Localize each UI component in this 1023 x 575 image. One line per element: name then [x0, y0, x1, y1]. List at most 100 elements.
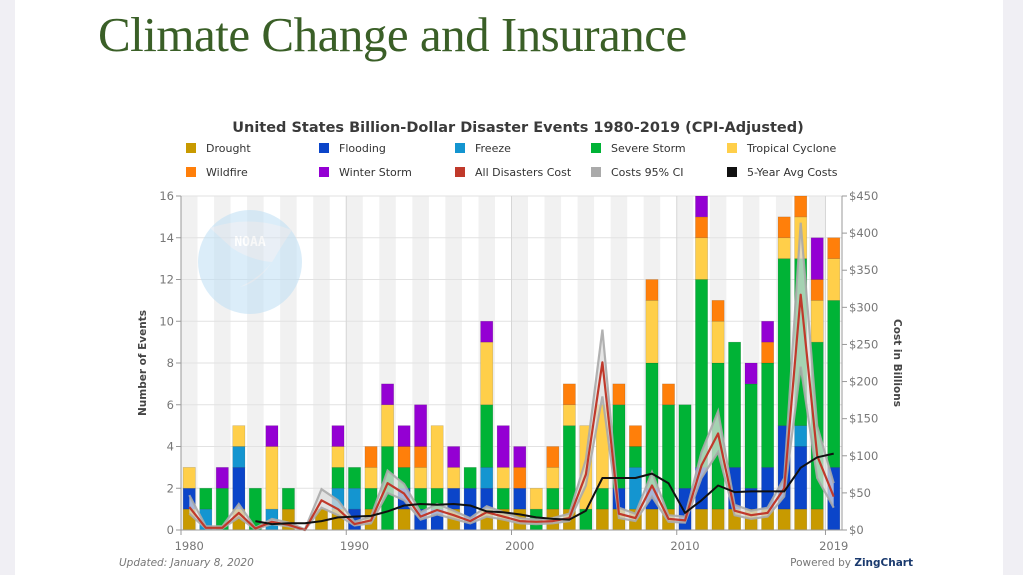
bar-freeze — [794, 425, 808, 447]
y2-tick-label: $450 — [849, 189, 878, 203]
bar-tropical-cyclone — [496, 467, 510, 489]
bar-winter-storm — [761, 320, 775, 343]
bar-tropical-cyclone — [827, 258, 841, 301]
bar-tropical-cyclone — [777, 237, 791, 259]
bar-stack-1999 — [496, 425, 510, 531]
y2-tick-label: $200 — [849, 375, 878, 389]
bar-drought — [695, 508, 708, 531]
bar-tropical-cyclone — [414, 467, 428, 489]
line-all-disasters-cost — [188, 293, 835, 532]
x-tick-label: 2019 — [819, 539, 848, 553]
bar-tropical-cyclone — [695, 237, 708, 280]
legend-swatch — [186, 167, 196, 177]
y-tick-label: 0 — [167, 523, 174, 537]
bar-stack-1991 — [364, 446, 378, 531]
bar-severe-storm — [281, 487, 295, 510]
bar-tropical-cyclone — [645, 300, 659, 364]
bar-winter-storm — [744, 362, 758, 385]
bar-severe-storm — [662, 404, 675, 510]
powered-by-label: Powered by — [790, 557, 854, 569]
zingchart-brand: ZingChart — [854, 557, 913, 569]
bar-severe-storm — [728, 341, 742, 468]
chart-title: United States Billion-Dollar Disaster Ev… — [232, 120, 804, 136]
y2-tick-label: $100 — [849, 449, 878, 463]
bar-severe-storm — [595, 487, 609, 510]
bar-drought — [595, 508, 609, 531]
y2-tick-label: $150 — [849, 412, 878, 426]
bar-stack-1992 — [381, 383, 394, 531]
bar-winter-storm — [381, 383, 394, 406]
legend-label: Severe Storm — [611, 142, 686, 155]
bar-wildfire — [629, 425, 642, 447]
y2-tick-label: $50 — [849, 486, 871, 500]
bar-tropical-cyclone — [364, 467, 378, 489]
legend-swatch — [455, 143, 465, 153]
bar-severe-storm — [629, 446, 642, 468]
noaa-logo-text: NOAA — [234, 235, 265, 250]
bar-tropical-cyclone — [430, 425, 444, 489]
y-axis-label: Number of Events — [137, 310, 149, 416]
legend-swatch — [319, 143, 329, 153]
bar-wildfire — [612, 383, 626, 406]
legend-item-all-disasters-cost[interactable]: All Disasters Cost — [455, 166, 572, 179]
bar-wildfire — [711, 300, 725, 322]
slide-title: Climate Change and Insurance — [98, 7, 687, 62]
y-tick-label: 2 — [167, 481, 174, 495]
y2-tick-label: $400 — [849, 226, 878, 240]
bar-tropical-cyclone — [480, 341, 494, 406]
bar-winter-storm — [695, 195, 708, 218]
legend-item-wildfire[interactable]: Wildfire — [186, 166, 248, 179]
bar-severe-storm — [331, 467, 345, 489]
bar-wildfire — [364, 446, 378, 468]
legend-item-tropical-cyclone[interactable]: Tropical Cyclone — [727, 142, 836, 155]
legend-item-winter-storm[interactable]: Winter Storm — [319, 166, 412, 179]
bar-severe-storm — [546, 487, 560, 510]
bar-wildfire — [645, 279, 659, 301]
bar-severe-storm — [348, 467, 361, 489]
bar-wildfire — [810, 279, 824, 301]
legend-label: Flooding — [339, 142, 386, 155]
y-tick-label: 10 — [159, 314, 174, 328]
bar-tropical-cyclone — [562, 404, 576, 426]
legend: Drought Flooding Freeze Severe Storm Tropica… — [186, 142, 838, 179]
bar-severe-storm — [496, 487, 510, 510]
legend-item-severe-storm[interactable]: Severe Storm — [591, 142, 686, 155]
legend-label: All Disasters Cost — [475, 166, 572, 179]
x-tick-label: 1980 — [175, 539, 204, 553]
bar-severe-storm — [827, 300, 841, 468]
legend-item-costs-95-ci[interactable]: Costs 95% CI — [591, 166, 684, 179]
updated-text: Updated: January 8, 2020 — [119, 557, 254, 569]
legend-label: Tropical Cyclone — [746, 142, 836, 155]
y2-tick-label: $300 — [849, 300, 878, 314]
bar-stack-1982 — [215, 467, 229, 531]
y-tick-label: 6 — [167, 398, 174, 412]
bar-winter-storm — [215, 467, 229, 489]
bar-stack-2014 — [744, 362, 758, 531]
x-tick-label: 1990 — [340, 539, 369, 553]
bar-stack-1998 — [480, 320, 494, 531]
y-tick-label: 4 — [167, 440, 174, 454]
bar-wildfire — [761, 341, 775, 364]
legend-item-5-year-avg-costs[interactable]: 5-Year Avg Costs — [727, 166, 838, 179]
legend-item-drought[interactable]: Drought — [186, 142, 251, 155]
bar-stack-2011 — [695, 195, 708, 531]
bar-stack-2009 — [662, 383, 675, 531]
bar-wildfire — [794, 195, 808, 218]
bar-winter-storm — [331, 425, 345, 447]
y-tick-label: 14 — [159, 231, 174, 245]
y-tick-label: 12 — [159, 273, 174, 287]
bar-stack-2008 — [645, 279, 659, 531]
bar-stack-2012 — [711, 300, 725, 531]
legend-label: 5-Year Avg Costs — [747, 166, 838, 179]
bar-tropical-cyclone — [331, 446, 345, 468]
bar-wildfire — [662, 383, 675, 406]
bar-tropical-cyclone — [232, 425, 246, 447]
powered-by[interactable]: Powered by ZingChart — [790, 557, 913, 569]
legend-item-freeze[interactable]: Freeze — [455, 142, 511, 155]
noaa-logo-watermark: NOAA — [198, 210, 302, 314]
bar-severe-storm — [199, 487, 213, 510]
legend-item-flooding[interactable]: Flooding — [319, 142, 386, 155]
bar-wildfire — [513, 467, 527, 489]
legend-swatch — [319, 167, 329, 177]
bar-wildfire — [562, 383, 576, 406]
